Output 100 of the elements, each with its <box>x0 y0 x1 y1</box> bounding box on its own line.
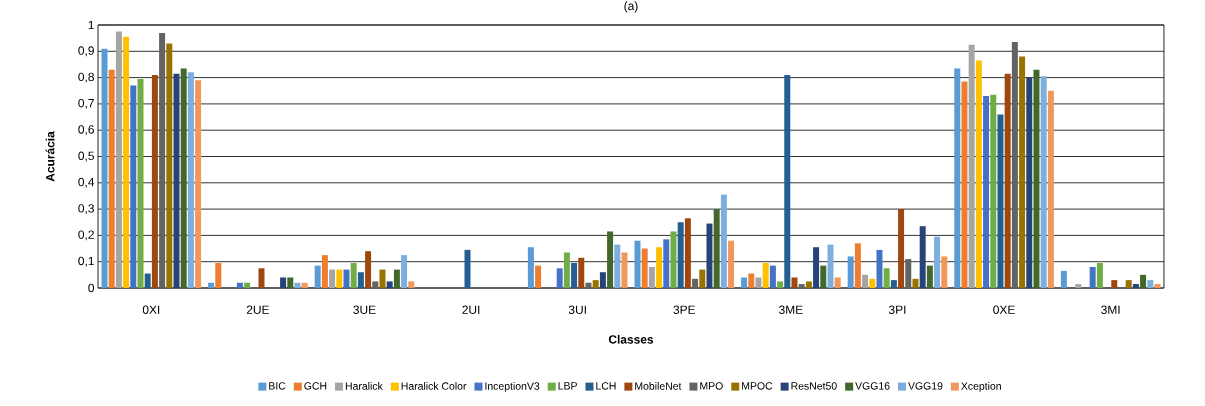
bar <box>599 272 606 288</box>
bar <box>151 74 158 288</box>
bar <box>847 256 854 288</box>
bar <box>393 269 400 288</box>
bar <box>372 281 379 288</box>
bar <box>684 218 691 288</box>
bar <box>634 240 641 288</box>
bar <box>926 265 933 288</box>
x-tick-label: 2UE <box>246 305 269 314</box>
bar <box>777 281 784 288</box>
bar <box>343 269 350 288</box>
bar <box>123 36 130 288</box>
y-tick-label: 0,1 <box>78 256 94 267</box>
y-tick-label: 0 <box>88 283 95 293</box>
bar <box>720 194 727 288</box>
bar <box>336 269 343 288</box>
bar <box>968 44 975 288</box>
bar <box>314 265 321 288</box>
y-tick-label: 0,6 <box>78 125 94 136</box>
bar <box>108 69 115 288</box>
bar <box>563 252 570 288</box>
bar <box>876 249 883 288</box>
bar <box>321 255 328 288</box>
bar <box>769 265 776 288</box>
x-tick-label: 0XI <box>142 305 160 314</box>
y-tick-label: 0,5 <box>78 151 94 162</box>
bar <box>990 94 997 288</box>
bar <box>706 223 713 288</box>
bar <box>820 265 827 288</box>
bar <box>827 244 834 288</box>
bar <box>1154 284 1161 288</box>
x-tick-label: 3UE <box>353 305 376 314</box>
bar <box>258 268 265 288</box>
bar <box>287 277 294 288</box>
bar <box>556 268 563 288</box>
legend-label: BIC <box>269 382 286 390</box>
x-tick-label: 3PI <box>888 305 906 314</box>
bar <box>571 263 578 288</box>
x-tick-label: 3MI <box>1101 305 1120 314</box>
bar <box>173 73 180 288</box>
bar <box>954 68 961 288</box>
bar <box>741 277 748 288</box>
bar <box>1075 284 1082 288</box>
bar <box>869 278 876 288</box>
bar <box>208 282 215 288</box>
bar <box>195 80 202 288</box>
bar <box>408 281 415 288</box>
bar <box>401 255 408 288</box>
bar <box>1047 90 1054 288</box>
bar <box>805 281 812 288</box>
bar <box>961 81 968 288</box>
bar <box>301 282 308 288</box>
bar <box>621 252 628 288</box>
bar <box>692 278 699 288</box>
bar <box>535 265 542 288</box>
x-axis-title: Classes <box>608 334 654 344</box>
bar <box>648 266 655 288</box>
bar <box>941 256 948 288</box>
bar <box>1096 263 1103 288</box>
bar <box>641 248 648 288</box>
bar <box>585 282 592 288</box>
legend-label: Haralick <box>345 382 383 390</box>
y-axis-title: Acurácia <box>45 131 55 182</box>
bar <box>578 257 585 288</box>
bar <box>1040 76 1047 288</box>
bar <box>898 209 905 288</box>
bar <box>101 48 108 288</box>
bar <box>798 284 805 288</box>
legend-label: ResNet50 <box>791 382 837 390</box>
bar <box>527 247 534 288</box>
bar <box>699 269 706 288</box>
bar <box>379 269 386 288</box>
y-tick-label: 0,2 <box>78 230 94 241</box>
bar <box>115 31 122 288</box>
bar <box>905 259 912 288</box>
bar <box>329 269 336 288</box>
x-tick-label: 3PE <box>673 305 696 314</box>
legend-label: Haralick Color <box>401 382 467 390</box>
bar <box>713 209 720 288</box>
bar <box>130 85 137 288</box>
legend-label: InceptionV3 <box>485 382 540 392</box>
bar <box>1026 77 1033 288</box>
bar <box>236 282 243 288</box>
bar <box>294 282 301 288</box>
legend-label: Xception <box>961 382 1001 392</box>
bar <box>386 281 393 288</box>
chart-title: (a) <box>624 1 638 13</box>
bar <box>791 277 798 288</box>
bar <box>1011 42 1018 288</box>
bar <box>614 244 621 288</box>
bar <box>784 74 791 288</box>
bar <box>144 273 151 288</box>
bar <box>244 282 251 288</box>
y-tick-label: 0,9 <box>78 46 94 57</box>
bar <box>862 274 869 288</box>
legend-label: MPO <box>700 382 723 390</box>
legend-label: LBP <box>558 382 577 390</box>
bar <box>1111 280 1118 288</box>
bar <box>350 263 357 288</box>
bar <box>1140 274 1147 288</box>
